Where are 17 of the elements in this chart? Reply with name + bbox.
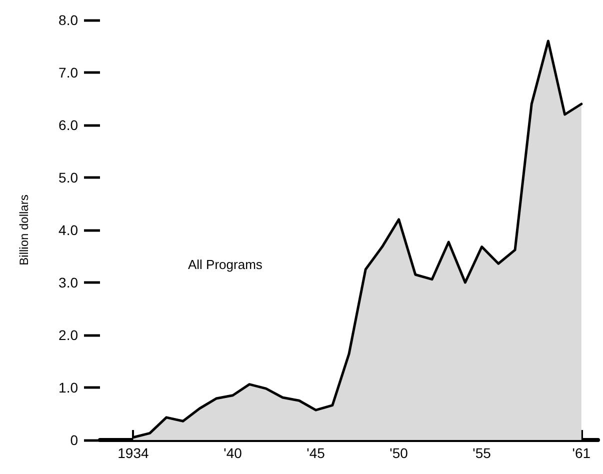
x-tick-label: '45 <box>306 445 326 461</box>
x-tick-label: '61 <box>572 445 591 461</box>
y-axis-title: Billion dollars <box>17 194 31 266</box>
y-tick-label: 1.0 <box>58 380 78 396</box>
y-tick-label: 5.0 <box>58 170 78 186</box>
y-tick-label: 0 <box>70 432 78 448</box>
x-tick-label: '40 <box>224 445 242 461</box>
y-tick-label: 8.0 <box>58 12 78 28</box>
annotation: All Programs <box>188 257 263 272</box>
x-tick-label: '50 <box>390 445 408 461</box>
y-tick-label: 4.0 <box>58 222 78 238</box>
y-tick-label: 3.0 <box>58 274 78 290</box>
x-tick-label: '55 <box>472 445 492 461</box>
y-tick-label: 7.0 <box>58 64 78 80</box>
x-tick-label: 1934 <box>118 445 149 461</box>
y-tick-label: 6.0 <box>58 117 78 133</box>
y-tick-label: 2.0 <box>58 327 78 343</box>
